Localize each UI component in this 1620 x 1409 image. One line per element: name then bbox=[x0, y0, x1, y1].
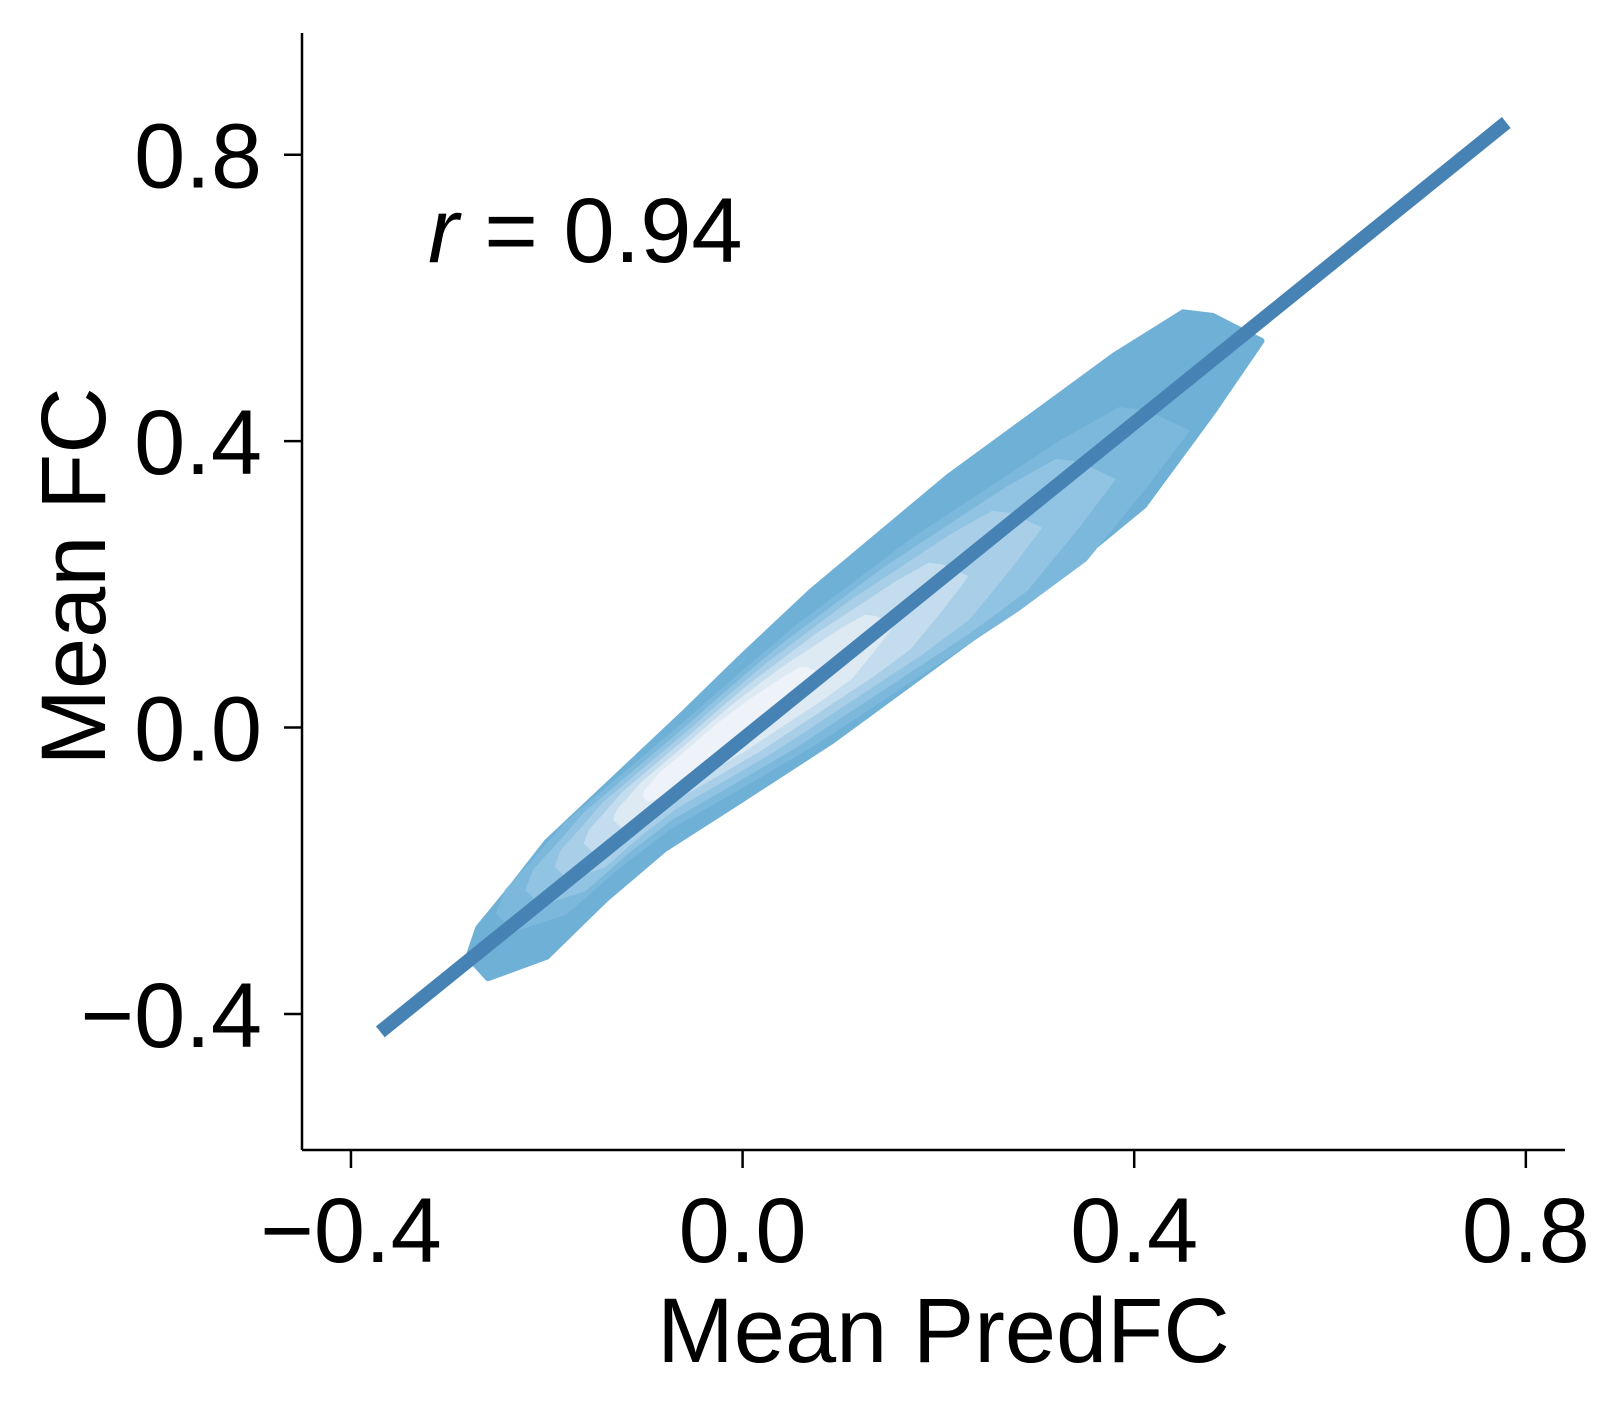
axes bbox=[300, 33, 1565, 1152]
correlation-annotation: r = 0.94 bbox=[428, 180, 743, 282]
x-tick-label: 0.4 bbox=[1070, 1180, 1198, 1282]
y-tick-label: 0.0 bbox=[134, 679, 262, 781]
regression-line bbox=[375, 117, 1511, 1038]
y-tick-label: 0.8 bbox=[134, 106, 262, 208]
y-axis-label: Mean FC bbox=[23, 387, 125, 765]
correlation-value: = 0.94 bbox=[459, 180, 743, 282]
y-ticks: −0.4 0.0 0.4 0.8 bbox=[80, 106, 302, 1067]
x-axis-label: Mean PredFC bbox=[657, 1280, 1230, 1382]
x-tick-label: 0.0 bbox=[679, 1180, 807, 1282]
regression-line-layer bbox=[375, 117, 1511, 1038]
x-ticks: −0.4 0.0 0.4 0.8 bbox=[260, 1150, 1590, 1282]
x-tick-label: −0.4 bbox=[260, 1180, 442, 1282]
x-tick-label: 0.8 bbox=[1462, 1180, 1590, 1282]
y-tick-label: 0.4 bbox=[134, 392, 262, 494]
correlation-symbol: r bbox=[428, 180, 462, 282]
y-tick-label: −0.4 bbox=[80, 965, 262, 1067]
